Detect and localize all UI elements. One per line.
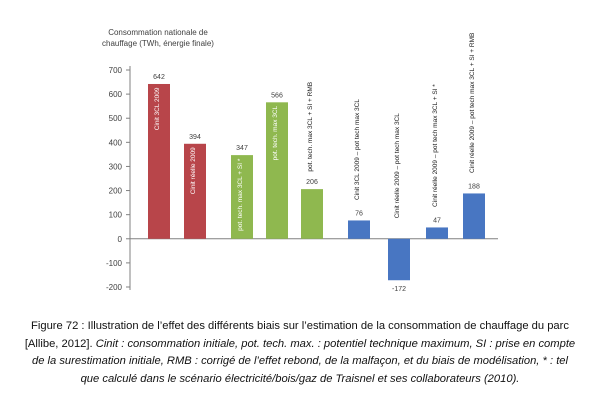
y-tick-label: 600: [109, 90, 123, 99]
bar-category-label: Cinit 3CL 2009 – pot tech max 3CL: [354, 99, 361, 200]
bar-value-label: 566: [271, 92, 283, 99]
bar-value-label: 394: [189, 134, 201, 141]
bar: [184, 143, 206, 239]
caption-line-2: [Allibe, 2012]. Cinit : consommation ini…: [8, 336, 592, 354]
caption-line-3: de la surestimation initiale, RMB : corr…: [31, 355, 569, 367]
caption-line-1: Figure 72 : Illustration de l’effet des …: [31, 320, 569, 332]
y-tick-label: 400: [109, 138, 123, 147]
y-axis-title-line2: chauffage (TWh, énergie finale): [102, 39, 214, 48]
bar: [388, 238, 410, 281]
bar-category-label: pot. tech. max 3CL + SI + RMB: [307, 82, 314, 172]
bar: [148, 83, 170, 239]
caption-line-4: que calculé dans le scénario électricité…: [80, 372, 520, 385]
y-tick-label: -200: [106, 283, 123, 292]
bar-category-label: Cinit 3CL 2009: [154, 87, 161, 130]
y-axis-title-line1: Consommation nationale de: [108, 28, 208, 37]
labels: 642 Cinit 3CL 2009 394 Cinit réelle 2009 347…: [153, 33, 480, 294]
bar-chart: Consommation nationale de chauffage (TWh…: [102, 28, 498, 294]
y-tick-label: 0: [118, 235, 123, 244]
bar-value-label: 47: [433, 217, 441, 224]
bar: [301, 189, 323, 239]
bar: [426, 227, 448, 239]
caption-legend-start: Cinit : consommation initiale, pot. tech…: [95, 337, 576, 350]
bar-category-label: Cinit réelle 2009 – pot tech max 3CL + S…: [469, 33, 476, 173]
bar-category-label: Cinit réelle 2009: [190, 147, 197, 194]
bar-category-label: pot. tech. max 3CL: [272, 105, 279, 160]
bar: [231, 155, 253, 239]
bar-value-label: 206: [306, 179, 318, 186]
bar: [266, 102, 288, 239]
caption-reference: [Allibe, 2012].: [24, 337, 96, 350]
bar: [463, 193, 485, 239]
figure-caption: Figure 72 : Illustration de l’effet des …: [8, 318, 592, 388]
bars: [148, 83, 485, 281]
bar-value-label: -172: [392, 286, 406, 293]
bar-value-label: 188: [468, 183, 480, 190]
y-tick-label: 700: [109, 66, 123, 75]
y-tick-label: 500: [109, 114, 123, 123]
bar-category-label: Cinit réelle 2009 – pot tech max 3CL + S…: [432, 84, 439, 207]
bar-category-label: Cinit réelle 2009 – pot tech max 3CL: [394, 113, 401, 219]
y-tick-label: 300: [109, 162, 123, 171]
y-tick-label: -100: [106, 259, 123, 268]
y-tick-label: 100: [109, 211, 123, 220]
bar-value-label: 347: [236, 145, 248, 152]
bar: [348, 220, 370, 239]
bar-value-label: 642: [153, 74, 165, 81]
y-tick-label: 200: [109, 187, 123, 196]
bar-category-label: pot. tech. max 3CL + SI *: [237, 158, 244, 231]
bar-value-label: 76: [355, 210, 363, 217]
